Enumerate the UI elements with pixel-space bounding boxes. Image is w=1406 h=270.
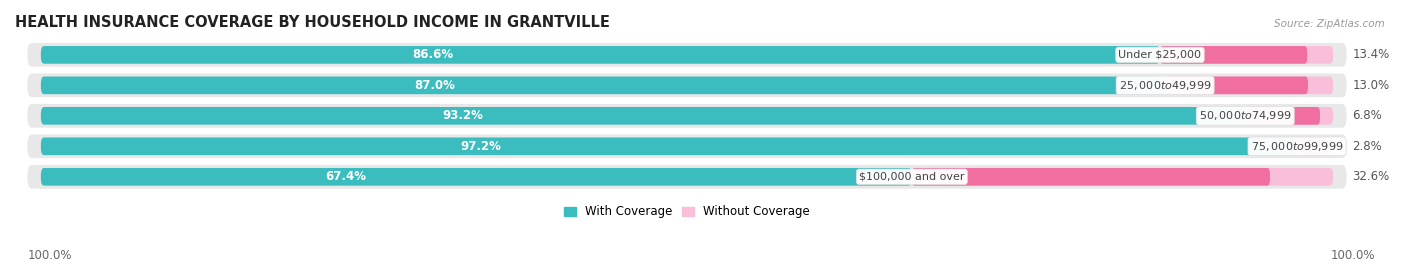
FancyBboxPatch shape xyxy=(1246,107,1320,125)
FancyBboxPatch shape xyxy=(1296,137,1327,155)
FancyBboxPatch shape xyxy=(27,43,1347,67)
FancyBboxPatch shape xyxy=(1160,46,1308,64)
Text: 67.4%: 67.4% xyxy=(325,170,366,183)
Text: 97.2%: 97.2% xyxy=(460,140,501,153)
Text: $75,000 to $99,999: $75,000 to $99,999 xyxy=(1251,140,1343,153)
FancyBboxPatch shape xyxy=(912,168,1333,186)
FancyBboxPatch shape xyxy=(1246,107,1333,125)
FancyBboxPatch shape xyxy=(41,76,1166,94)
Text: 13.0%: 13.0% xyxy=(1353,79,1389,92)
Text: 13.4%: 13.4% xyxy=(1353,48,1389,61)
FancyBboxPatch shape xyxy=(27,165,1347,189)
FancyBboxPatch shape xyxy=(41,137,1296,155)
Text: HEALTH INSURANCE COVERAGE BY HOUSEHOLD INCOME IN GRANTVILLE: HEALTH INSURANCE COVERAGE BY HOUSEHOLD I… xyxy=(15,15,610,30)
Text: $50,000 to $74,999: $50,000 to $74,999 xyxy=(1199,109,1292,122)
Text: 32.6%: 32.6% xyxy=(1353,170,1389,183)
Text: Source: ZipAtlas.com: Source: ZipAtlas.com xyxy=(1274,19,1385,29)
Legend: With Coverage, Without Coverage: With Coverage, Without Coverage xyxy=(561,202,814,222)
FancyBboxPatch shape xyxy=(1160,46,1333,64)
Text: 86.6%: 86.6% xyxy=(412,48,453,61)
FancyBboxPatch shape xyxy=(41,107,1246,125)
Text: $100,000 and over: $100,000 and over xyxy=(859,172,965,182)
FancyBboxPatch shape xyxy=(41,168,912,186)
FancyBboxPatch shape xyxy=(912,168,1270,186)
Text: 2.8%: 2.8% xyxy=(1353,140,1382,153)
Text: Under $25,000: Under $25,000 xyxy=(1119,50,1202,60)
FancyBboxPatch shape xyxy=(1166,76,1333,94)
Text: $25,000 to $49,999: $25,000 to $49,999 xyxy=(1119,79,1212,92)
Text: 87.0%: 87.0% xyxy=(413,79,454,92)
FancyBboxPatch shape xyxy=(27,104,1347,128)
Text: 100.0%: 100.0% xyxy=(28,249,73,262)
FancyBboxPatch shape xyxy=(41,46,1160,64)
FancyBboxPatch shape xyxy=(27,134,1347,158)
FancyBboxPatch shape xyxy=(1296,137,1333,155)
Text: 93.2%: 93.2% xyxy=(441,109,482,122)
Text: 6.8%: 6.8% xyxy=(1353,109,1382,122)
FancyBboxPatch shape xyxy=(1166,76,1308,94)
FancyBboxPatch shape xyxy=(27,73,1347,97)
Text: 100.0%: 100.0% xyxy=(1330,249,1375,262)
